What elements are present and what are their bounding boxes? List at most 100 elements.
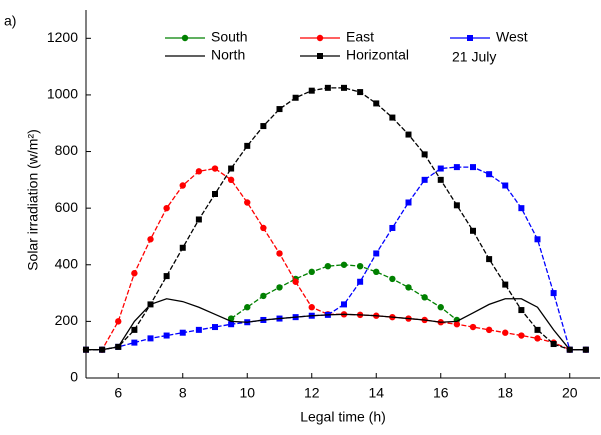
- data-point: [292, 278, 299, 285]
- data-point: [437, 304, 444, 311]
- data-point: [308, 87, 315, 94]
- data-point: [389, 275, 396, 283]
- legend-marker: [181, 34, 189, 42]
- data-point: [470, 227, 476, 234]
- data-point: [405, 284, 412, 291]
- y-tick-label: 1200: [47, 29, 78, 45]
- y-tick-label: 1000: [47, 86, 78, 102]
- data-point: [582, 346, 589, 353]
- data-point: [147, 335, 154, 342]
- data-point: [421, 176, 428, 183]
- data-point: [437, 176, 444, 183]
- data-point: [486, 256, 493, 263]
- data-point: [485, 326, 493, 334]
- data-point: [357, 278, 364, 285]
- panel-label: a): [4, 13, 16, 29]
- data-point: [340, 261, 348, 268]
- data-point: [83, 346, 89, 353]
- data-point: [341, 301, 347, 308]
- data-point: [373, 250, 380, 257]
- data-point: [389, 224, 396, 231]
- data-point: [260, 292, 267, 300]
- data-point: [453, 321, 461, 328]
- x-axis-label: Legal time (h): [300, 409, 386, 425]
- data-point: [147, 301, 154, 308]
- data-point: [405, 199, 412, 206]
- data-point: [244, 142, 251, 149]
- data-point: [131, 326, 138, 333]
- legend-label: West: [496, 29, 528, 45]
- data-point: [179, 182, 186, 189]
- data-point: [131, 339, 138, 346]
- data-point: [534, 326, 541, 333]
- legend-label: East: [346, 29, 374, 45]
- x-tick-label: 20: [562, 385, 578, 401]
- legend-label: South: [211, 29, 248, 45]
- x-tick-label: 8: [179, 385, 187, 401]
- data-point: [453, 164, 460, 171]
- data-point: [453, 202, 460, 209]
- x-tick-label: 12: [304, 385, 320, 401]
- data-point: [131, 270, 138, 277]
- data-point: [324, 84, 331, 91]
- data-point: [260, 224, 267, 232]
- y-axis-label: Solar irradiation (w/m²): [25, 129, 41, 271]
- data-point: [163, 273, 170, 280]
- x-tick-label: 16: [433, 385, 449, 401]
- data-point: [405, 131, 412, 138]
- data-point: [502, 329, 509, 336]
- data-point: [195, 216, 202, 223]
- data-point: [244, 199, 251, 206]
- y-tick-label: 200: [55, 312, 79, 328]
- data-point: [179, 244, 186, 251]
- legend-label: Horizontal: [346, 47, 409, 63]
- y-tick-label: 600: [55, 199, 79, 215]
- annotation: 21 July: [452, 49, 496, 65]
- data-point: [356, 262, 364, 270]
- data-point: [550, 341, 557, 348]
- data-point: [163, 332, 170, 339]
- series-line: [86, 167, 586, 351]
- y-tick-label: 0: [70, 369, 78, 385]
- data-point: [566, 346, 573, 353]
- legend-marker: [467, 35, 473, 41]
- data-point: [147, 236, 154, 243]
- data-point: [308, 268, 315, 276]
- data-point: [470, 164, 476, 171]
- data-point: [502, 281, 509, 288]
- data-point: [518, 205, 525, 212]
- data-point: [324, 262, 332, 270]
- series-line: [86, 298, 586, 351]
- data-point: [373, 100, 380, 107]
- data-point: [228, 165, 235, 172]
- legend-label: North: [211, 47, 245, 63]
- data-point: [228, 321, 235, 328]
- data-point: [308, 304, 315, 311]
- data-point: [212, 324, 218, 331]
- data-point: [163, 204, 170, 212]
- data-point: [99, 346, 106, 353]
- data-point: [115, 318, 122, 325]
- data-point: [486, 171, 493, 178]
- data-point: [292, 94, 299, 101]
- data-point: [260, 123, 267, 130]
- legend-marker: [317, 53, 323, 59]
- data-point: [373, 268, 380, 276]
- x-tick-label: 14: [368, 385, 384, 401]
- data-point: [534, 236, 541, 243]
- data-point: [502, 182, 509, 189]
- data-point: [421, 294, 428, 301]
- series-line: [86, 166, 586, 351]
- data-point: [518, 332, 525, 339]
- y-tick-label: 800: [55, 142, 79, 158]
- x-tick-label: 6: [114, 385, 122, 401]
- data-point: [227, 176, 235, 184]
- data-point: [195, 326, 202, 333]
- series-line: [86, 87, 586, 351]
- data-point: [437, 165, 444, 172]
- data-point: [534, 335, 541, 342]
- x-tick-label: 10: [239, 385, 255, 401]
- data-point: [550, 290, 557, 297]
- data-point: [195, 168, 203, 175]
